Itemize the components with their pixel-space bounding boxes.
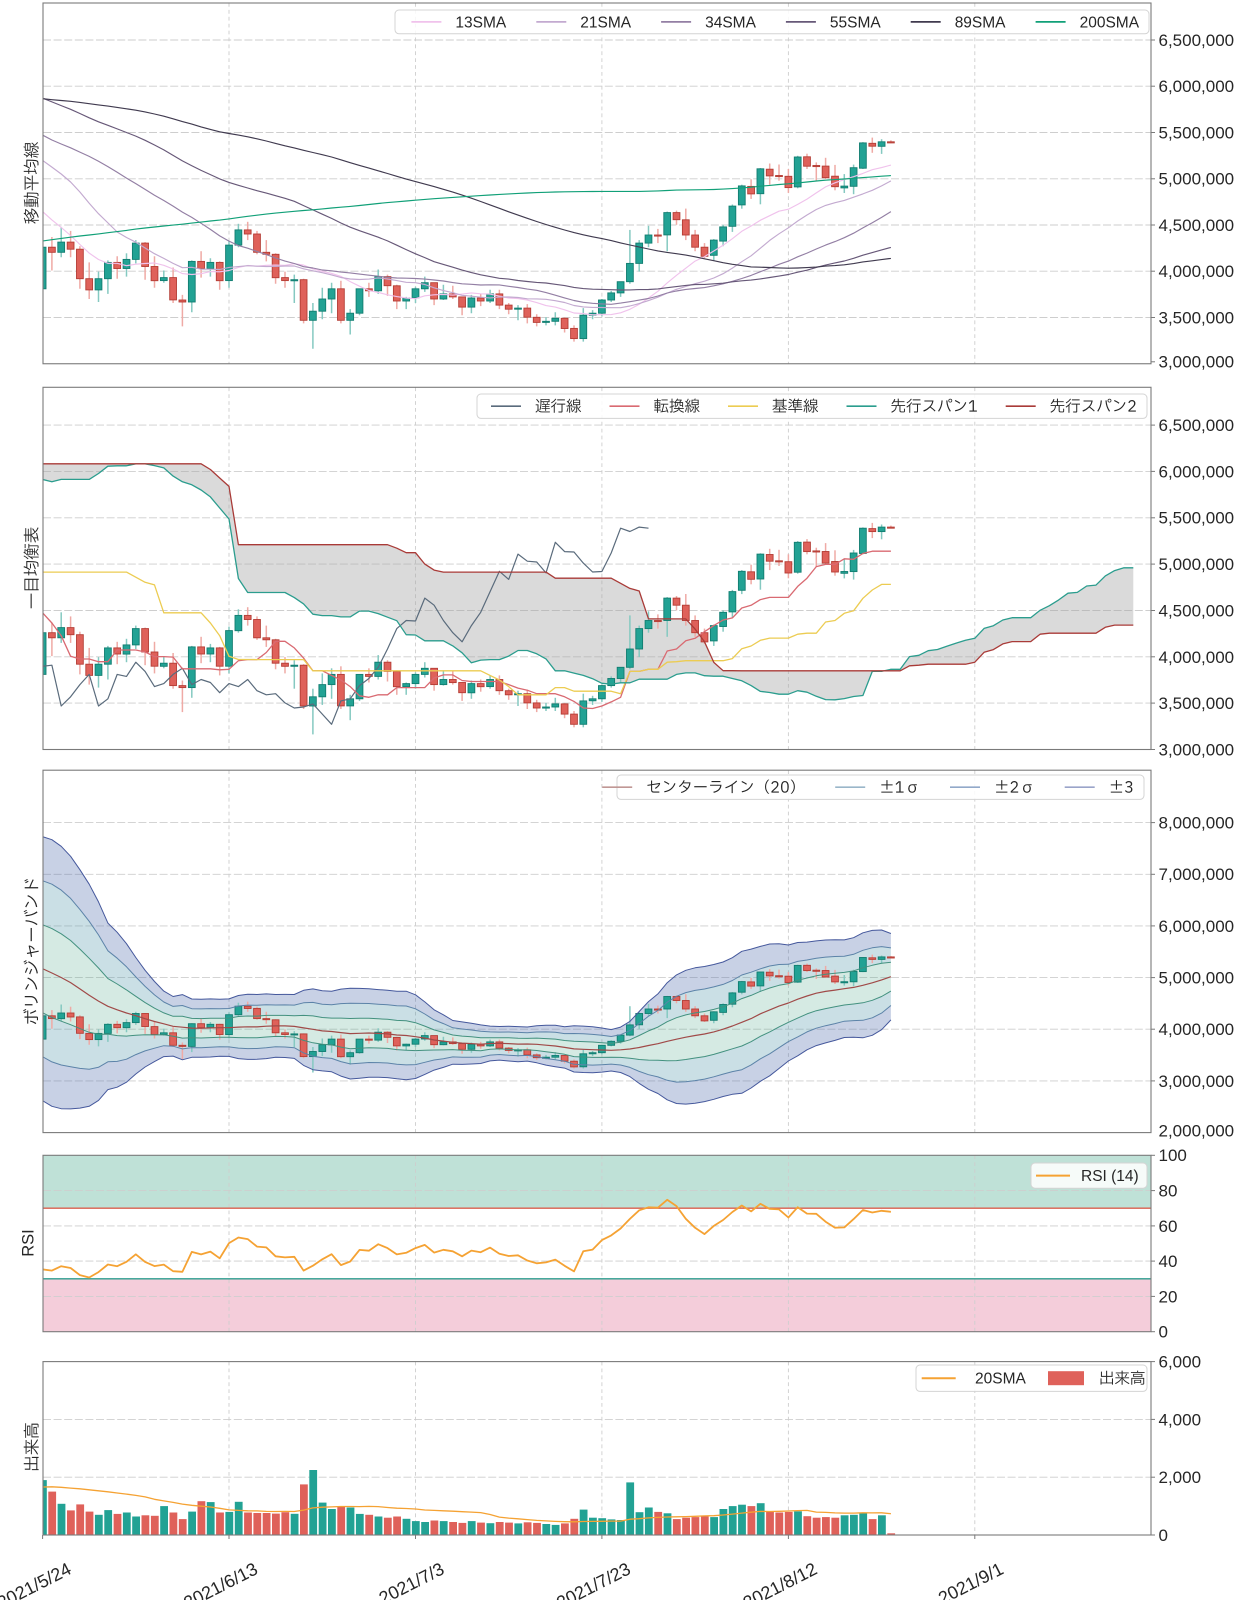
svg-text:0: 0: [1159, 1323, 1168, 1342]
svg-text:40: 40: [1159, 1252, 1178, 1271]
svg-text:5,000,000: 5,000,000: [1159, 555, 1235, 574]
svg-text:4,000,000: 4,000,000: [1159, 262, 1235, 281]
svg-text:2,000: 2,000: [1159, 1468, 1202, 1487]
svg-text:100: 100: [1159, 1146, 1187, 1165]
svg-text:4,500,000: 4,500,000: [1159, 216, 1235, 235]
svg-text:8,000,000: 8,000,000: [1159, 814, 1235, 833]
svg-text:5,000,000: 5,000,000: [1159, 170, 1235, 189]
svg-text:7,000,000: 7,000,000: [1159, 865, 1235, 884]
svg-text:6,000,000: 6,000,000: [1159, 462, 1235, 481]
svg-text:5,500,000: 5,500,000: [1159, 123, 1235, 142]
svg-text:3,500,000: 3,500,000: [1159, 308, 1235, 327]
svg-text:0: 0: [1159, 1526, 1168, 1545]
svg-text:3,000,000: 3,000,000: [1159, 740, 1235, 759]
svg-text:4,500,000: 4,500,000: [1159, 601, 1235, 620]
svg-text:RSI (14): RSI (14): [1081, 1168, 1139, 1185]
svg-text:5,500,000: 5,500,000: [1159, 509, 1235, 528]
svg-text:89SMA: 89SMA: [955, 14, 1006, 31]
svg-text:3,000,000: 3,000,000: [1159, 1072, 1235, 1091]
svg-text:13SMA: 13SMA: [455, 14, 506, 31]
svg-text:200SMA: 200SMA: [1080, 14, 1140, 31]
svg-text:6,500,000: 6,500,000: [1159, 31, 1235, 50]
svg-text:4,000,000: 4,000,000: [1159, 648, 1235, 667]
svg-text:6,000: 6,000: [1159, 1353, 1202, 1372]
svg-text:21SMA: 21SMA: [580, 14, 631, 31]
svg-text:6,000,000: 6,000,000: [1159, 917, 1235, 936]
svg-text:4,000,000: 4,000,000: [1159, 1020, 1235, 1039]
svg-text:80: 80: [1159, 1182, 1178, 1201]
svg-text:3,500,000: 3,500,000: [1159, 694, 1235, 713]
svg-text:RSI: RSI: [20, 1229, 38, 1257]
svg-text:6,500,000: 6,500,000: [1159, 416, 1235, 435]
svg-text:60: 60: [1159, 1217, 1178, 1236]
svg-text:5,000,000: 5,000,000: [1159, 969, 1235, 988]
svg-text:3,000,000: 3,000,000: [1159, 353, 1235, 372]
svg-text:6,000,000: 6,000,000: [1159, 77, 1235, 96]
svg-text:20SMA: 20SMA: [975, 1371, 1026, 1388]
svg-text:20: 20: [1159, 1287, 1178, 1306]
svg-text:2,000,000: 2,000,000: [1159, 1122, 1235, 1141]
svg-text:34SMA: 34SMA: [705, 14, 756, 31]
svg-text:55SMA: 55SMA: [830, 14, 881, 31]
svg-text:4,000: 4,000: [1159, 1410, 1202, 1429]
